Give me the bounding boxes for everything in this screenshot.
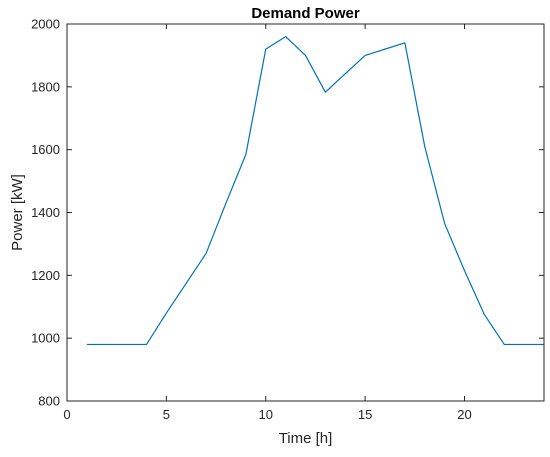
chart-title: Demand Power	[251, 5, 360, 22]
data-point	[364, 54, 367, 57]
data-point	[443, 222, 446, 225]
data-point	[185, 282, 188, 285]
data-point	[463, 269, 466, 272]
data-point	[244, 153, 247, 156]
data-point	[403, 41, 406, 44]
x-tick-label: 20	[457, 407, 471, 422]
y-tick-label: 1400	[31, 205, 60, 220]
x-tick-label: 15	[358, 407, 372, 422]
data-point	[125, 343, 128, 346]
data-point	[304, 54, 307, 57]
y-tick-label: 1000	[31, 331, 60, 346]
y-axis-label: Power [kW]	[9, 174, 26, 251]
data-point	[264, 48, 267, 51]
data-point	[483, 313, 486, 316]
data-point	[165, 312, 168, 315]
data-point	[523, 343, 526, 346]
x-tick-label: 0	[63, 407, 70, 422]
plot-frame	[66, 23, 545, 402]
data-point	[145, 343, 148, 346]
y-tick-label: 800	[38, 394, 60, 409]
series-line	[86, 35, 544, 346]
y-tick-label: 1600	[31, 142, 60, 157]
data-point	[205, 252, 208, 255]
data-point	[344, 72, 347, 75]
series-layer	[85, 35, 544, 346]
data-point	[85, 343, 88, 346]
x-axis-ticks: 0 5 10 15 20	[63, 24, 472, 422]
x-tick-label: 10	[259, 407, 273, 422]
data-point	[384, 48, 387, 51]
y-tick-label: 2000	[31, 17, 60, 32]
data-point	[225, 202, 228, 205]
data-point	[324, 91, 327, 94]
plot-area	[67, 24, 544, 401]
data-point	[105, 343, 108, 346]
x-tick-label: 5	[163, 407, 170, 422]
y-tick-label: 1800	[31, 79, 60, 94]
data-point	[503, 343, 506, 346]
y-axis-ticks: 800 1000 1200 1400 1600 1800 2000	[31, 17, 544, 409]
y-tick-label: 1200	[31, 268, 60, 283]
data-point	[423, 145, 426, 148]
x-axis-label: Time [h]	[279, 430, 333, 447]
data-point	[284, 35, 287, 38]
